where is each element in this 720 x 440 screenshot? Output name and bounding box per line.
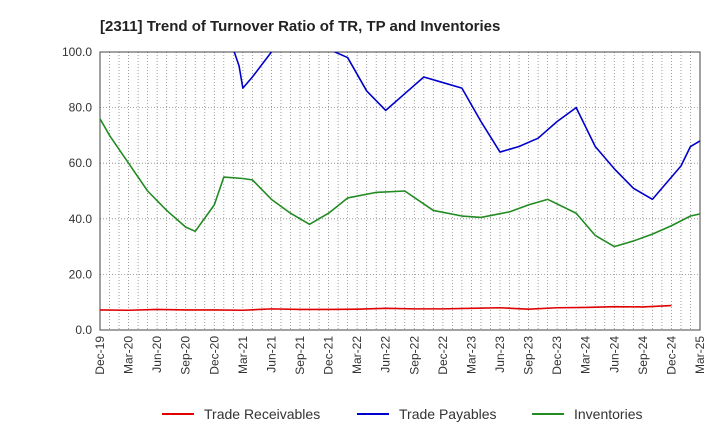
- chart-title: [2311] Trend of Turnover Ratio of TR, TP…: [100, 18, 500, 35]
- plot-frame: [99, 51, 701, 331]
- x-tick-label: Dec-20: [207, 336, 221, 375]
- x-tick-label: Sep-23: [522, 336, 536, 375]
- grid: [100, 52, 700, 330]
- legend-label: Trade Receivables: [204, 406, 320, 422]
- x-tick-label: Mar-20: [122, 336, 136, 374]
- x-tick-label: Mar-21: [236, 336, 250, 374]
- y-tick-label: 80.0: [69, 101, 93, 115]
- y-tick-label: 60.0: [69, 156, 93, 170]
- x-tick-label: Sep-21: [293, 336, 307, 375]
- x-tick-label: Mar-24: [579, 336, 593, 374]
- y-tick-label: 40.0: [69, 212, 93, 226]
- x-tick-label: Dec-21: [322, 336, 336, 375]
- x-tick-label: Sep-20: [179, 336, 193, 375]
- series-line-inventories: [100, 118, 700, 248]
- x-tick-label: Dec-23: [550, 336, 564, 375]
- x-tick-label: Mar-23: [464, 336, 478, 374]
- x-tick-label: Sep-24: [636, 336, 650, 375]
- x-tick-label: Jun-24: [607, 336, 621, 373]
- x-tick-label: Dec-19: [93, 336, 107, 375]
- series-line-trade-payables: [233, 52, 700, 201]
- legend: Trade Receivables Trade Payables Inventori…: [162, 406, 642, 422]
- legend-label: Trade Payables: [399, 406, 497, 422]
- legend-label: Inventories: [574, 406, 642, 422]
- x-tick-label: Sep-22: [407, 336, 421, 375]
- x-tick-label: Jun-23: [493, 336, 507, 373]
- y-axis-ticks: 0.0 20.0 40.0 60.0 80.0 100.0: [62, 45, 92, 337]
- x-axis-ticks: Dec-19 Mar-20 Jun-20 Sep-20 Dec-20 Mar-21 Jun-…: [93, 336, 707, 375]
- x-tick-label: Mar-25: [693, 336, 707, 374]
- series-line-trade-receivables: [100, 304, 672, 312]
- y-tick-label: 0.0: [75, 323, 92, 337]
- y-tick-label: 100.0: [62, 45, 92, 59]
- x-tick-label: Jun-21: [264, 336, 278, 373]
- x-tick-label: Mar-22: [350, 336, 364, 374]
- x-tick-label: Jun-22: [379, 336, 393, 373]
- x-tick-label: Dec-22: [436, 336, 450, 375]
- y-tick-label: 20.0: [69, 267, 93, 281]
- series-layer: [100, 52, 700, 312]
- x-tick-label: Jun-20: [150, 336, 164, 373]
- x-tick-label: Dec-24: [664, 336, 678, 375]
